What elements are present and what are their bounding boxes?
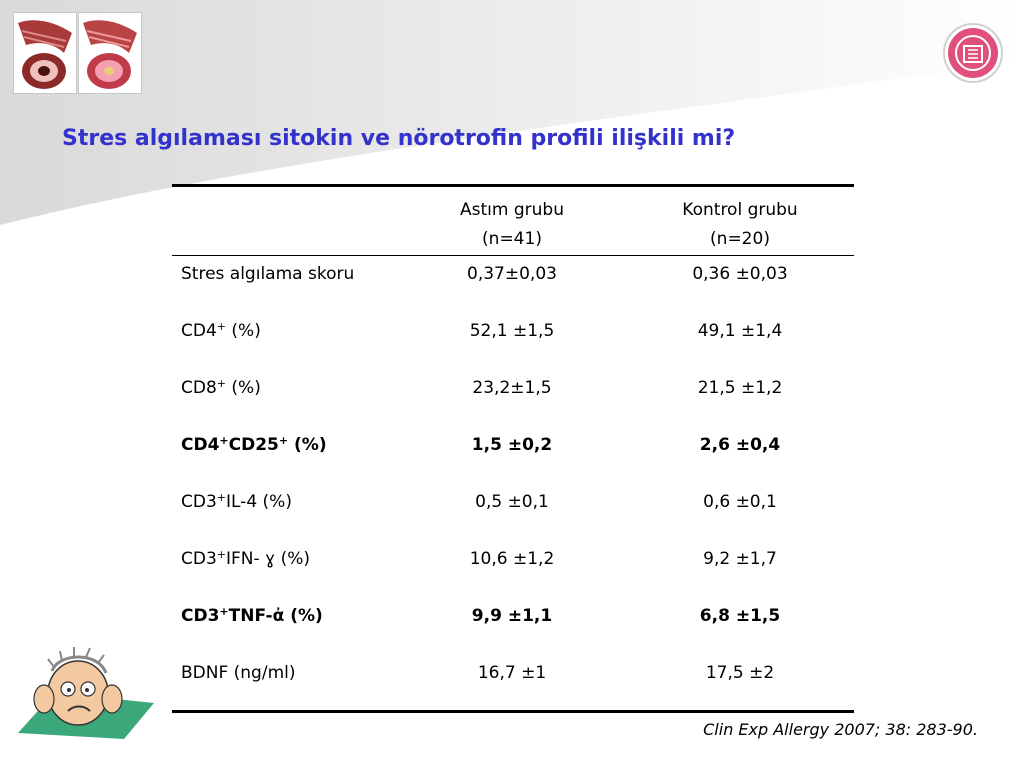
column-header-control: Kontrol grubu (n=20)	[630, 196, 850, 254]
table-row: CD4+ (%) 52,1 ±1,5 49,1 ±1,4	[172, 320, 854, 349]
asthma-value: 0,37±0,03	[467, 264, 557, 284]
column-header-control-name: Kontrol grubu	[682, 200, 798, 220]
column-header-asthma-name: Astım grubu	[460, 200, 564, 220]
control-value: 2,6 ±0,4	[699, 435, 781, 455]
column-header-asthma-n: (n=41)	[482, 229, 542, 249]
table-row: CD8+ (%) 23,2±1,5 21,5 ±1,2	[172, 377, 854, 406]
table-row: CD3+IFN- ɣ (%) 10,6 ±1,2 9,2 ±1,7	[172, 548, 854, 577]
asthma-value: 16,7 ±1	[477, 663, 547, 683]
control-value: 49,1 ±1,4	[697, 321, 783, 341]
asthma-value: 10,6 ±1,2	[469, 549, 555, 569]
asthma-value: 1,5 ±0,2	[471, 435, 553, 455]
table-row: CD4+CD25+ (%) 1,5 ±0,2 2,6 ±0,4	[172, 434, 854, 463]
row-label: CD4+ (%)	[181, 320, 261, 341]
table-row: CD3+IL-4 (%) 0,5 ±0,1 0,6 ±0,1	[172, 491, 854, 520]
asthma-value: 0,5 ±0,1	[475, 492, 549, 512]
control-value: 21,5 ±1,2	[697, 378, 783, 398]
control-value: 17,5 ±2	[705, 663, 775, 683]
row-label: CD3+IL-4 (%)	[181, 491, 292, 512]
table-header-rule	[172, 255, 854, 256]
table-bottom-rule	[172, 710, 854, 713]
inflamed-airway-icon	[83, 20, 137, 89]
control-value: 0,36 ±0,03	[692, 264, 788, 284]
asthma-value: 52,1 ±1,5	[469, 321, 555, 341]
inflamed-airway-image	[78, 12, 142, 94]
control-value: 9,2 ±1,7	[703, 549, 777, 569]
table-row: Stres algılama skoru 0,37±0,03 0,36 ±0,0…	[172, 264, 854, 292]
table-top-rule	[172, 184, 854, 187]
column-header-control-n: (n=20)	[710, 229, 770, 249]
background-swoosh	[0, 0, 1024, 225]
control-value: 0,6 ±0,1	[703, 492, 777, 512]
table-row: CD3+TNF-ἀ (%) 9,9 ±1,1 6,8 ±1,5	[172, 605, 854, 634]
row-label: CD8+ (%)	[181, 377, 261, 398]
stressed-person-cartoon	[14, 643, 156, 741]
slide-title: Stres algılaması sitokin ve nörotrofin p…	[62, 126, 736, 151]
airway-cross-section-image	[13, 12, 77, 94]
row-label: Stres algılama skoru	[181, 264, 355, 284]
control-value: 6,8 ±1,5	[699, 606, 781, 626]
column-header-asthma: Astım grubu (n=41)	[402, 196, 622, 254]
asthma-value: 9,9 ±1,1	[471, 606, 553, 626]
citation: Clin Exp Allergy 2007; 38: 283-90.	[703, 720, 978, 739]
asthma-value: 23,2±1,5	[472, 378, 552, 398]
table-row: BDNF (ng/ml) 16,7 ±1 17,5 ±2	[172, 663, 854, 691]
society-logo	[942, 22, 1004, 84]
society-logo-icon	[943, 23, 1003, 83]
stressed-person-cartoon-icon	[18, 647, 154, 739]
row-label: BDNF (ng/ml)	[181, 663, 296, 683]
airway-cross-section-icon	[18, 20, 72, 89]
row-label: CD4+CD25+ (%)	[181, 434, 327, 455]
row-label: CD3+IFN- ɣ (%)	[181, 548, 310, 569]
row-label: CD3+TNF-ἀ (%)	[181, 605, 323, 626]
